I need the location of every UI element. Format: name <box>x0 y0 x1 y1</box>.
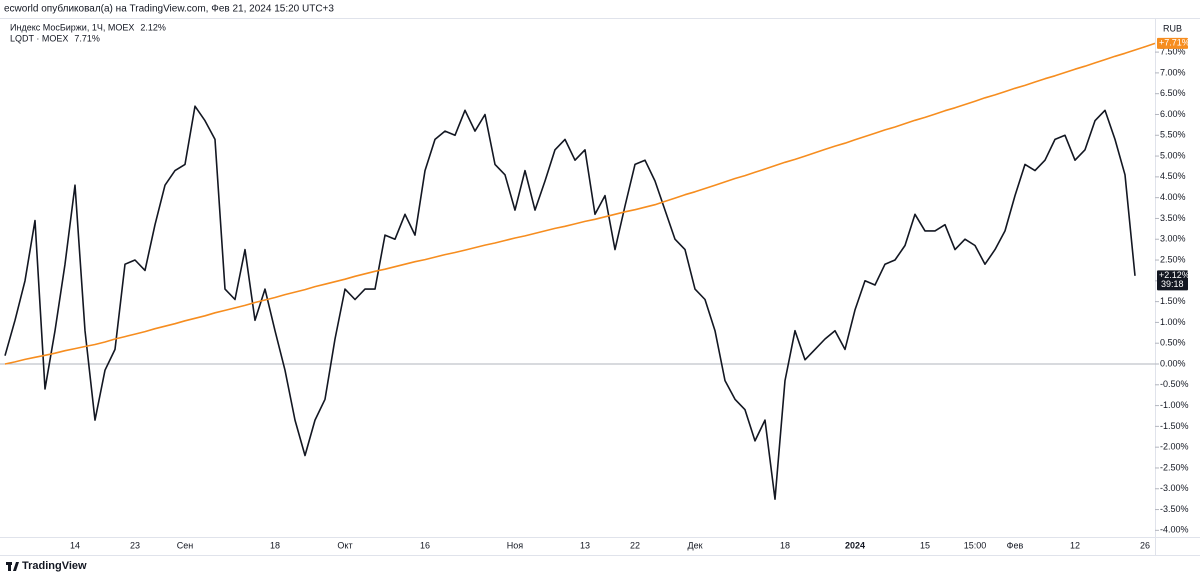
y-tick-label: -4.00% <box>1160 525 1189 535</box>
series-line <box>4 105 1136 500</box>
x-tick-label: 15:00 <box>964 540 987 550</box>
y-tick-label: 6.50% <box>1160 88 1186 98</box>
x-tick-label: Окт <box>337 540 352 550</box>
header: ecworld опубликовал(а) на TradingView.co… <box>4 3 334 15</box>
y-tick-label: -0.50% <box>1160 379 1189 389</box>
legend-name: Индекс МосБиржи, 1Ч, MOEX <box>10 22 134 32</box>
x-tick-label: 18 <box>780 540 790 550</box>
y-tick-label: -2.50% <box>1160 462 1189 472</box>
y-tick-label: 3.50% <box>1160 213 1186 223</box>
x-tick-label: 23 <box>130 540 140 550</box>
countdown: 39:18 <box>1161 279 1184 289</box>
axis-unit: RUB <box>1163 23 1182 33</box>
legend-value: 7.71% <box>74 33 100 43</box>
y-tick-label: 2.50% <box>1160 254 1186 264</box>
y-tick-label: 0.00% <box>1160 358 1186 368</box>
x-tick-label: 15 <box>920 540 930 550</box>
x-tick-label: 26 <box>1140 540 1150 550</box>
y-tick-label: -1.00% <box>1160 400 1189 410</box>
legend-value: 2.12% <box>140 22 166 32</box>
x-tick-label: Ноя <box>507 540 524 550</box>
price-label: +2.12% <box>1159 270 1190 280</box>
y-tick-label: 5.50% <box>1160 130 1186 140</box>
x-tick-label: 22 <box>630 540 640 550</box>
price-label-box <box>1157 37 1188 49</box>
x-tick-label: 12 <box>1070 540 1080 550</box>
y-tick-label: -1.50% <box>1160 421 1189 431</box>
y-tick-label: 5.00% <box>1160 150 1186 160</box>
y-tick-label: 6.00% <box>1160 109 1186 119</box>
series-line <box>4 42 1156 365</box>
y-tick-label: -2.00% <box>1160 442 1189 452</box>
x-tick-label: Дек <box>687 540 702 550</box>
y-tick-label: -3.50% <box>1160 504 1189 514</box>
x-tick-label: 18 <box>270 540 280 550</box>
legend-name: LQDT · MOEX <box>10 33 68 43</box>
x-tick-label: Сен <box>177 540 194 550</box>
price-label-box <box>1157 270 1188 291</box>
x-tick-label: 16 <box>420 540 430 550</box>
x-tick-label: 2024 <box>845 540 865 550</box>
y-tick-label: 4.00% <box>1160 192 1186 202</box>
y-tick-label: 1.00% <box>1160 317 1186 327</box>
x-tick-label: Фев <box>1007 540 1024 550</box>
brand: TradingView <box>22 560 87 572</box>
y-tick-label: 0.50% <box>1160 338 1186 348</box>
brand-logo <box>6 562 19 571</box>
y-tick-label: 4.50% <box>1160 171 1186 181</box>
y-tick-label: 1.50% <box>1160 296 1186 306</box>
y-tick-label: 3.00% <box>1160 234 1186 244</box>
price-label: +7.71% <box>1159 38 1190 48</box>
y-tick-label: 7.00% <box>1160 67 1186 77</box>
y-tick-label: -3.00% <box>1160 483 1189 493</box>
x-tick-label: 14 <box>70 540 80 550</box>
y-tick-label: 7.50% <box>1160 46 1186 56</box>
x-tick-label: 13 <box>580 540 590 550</box>
